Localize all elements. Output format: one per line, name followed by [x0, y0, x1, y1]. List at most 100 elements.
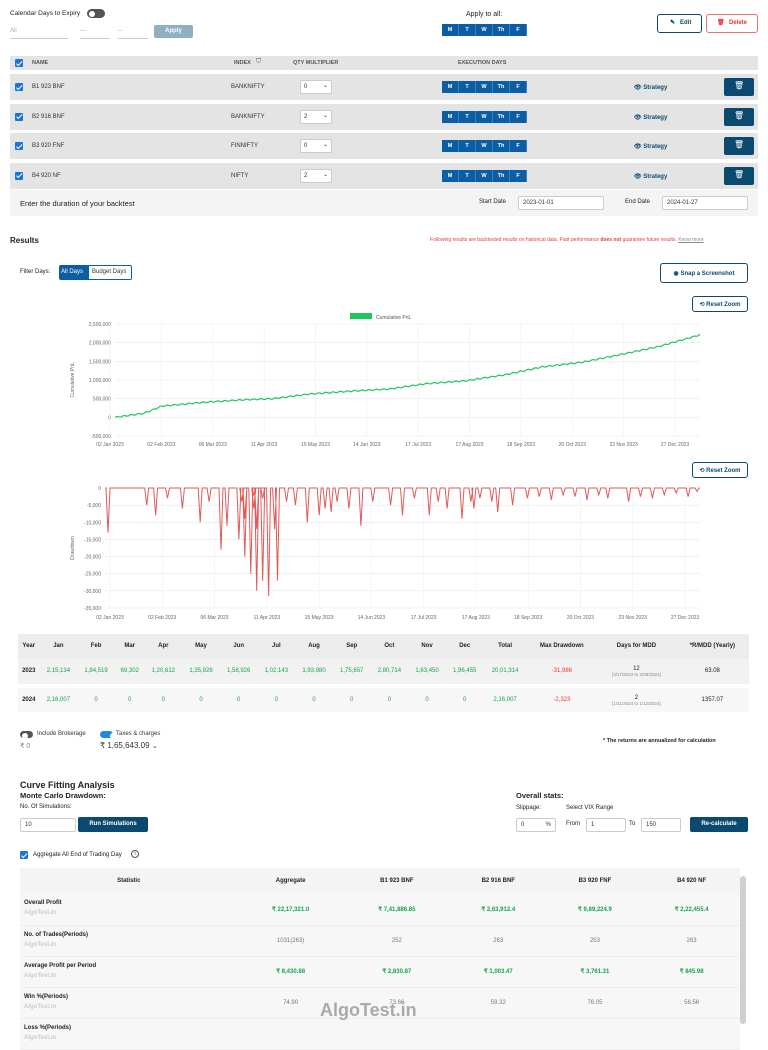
stat-label: Win %(Periods) AlgoTest.in — [20, 987, 238, 1019]
stat-label: Overall Profit AlgoTest.in — [20, 894, 238, 926]
day-th[interactable]: Th — [493, 24, 510, 36]
leg-day[interactable]: T — [459, 110, 476, 123]
leg-day[interactable]: M — [442, 140, 459, 152]
vix-to-input[interactable]: 150 — [641, 818, 681, 832]
leg-day[interactable]: Th — [493, 110, 510, 123]
leg-day[interactable]: W — [476, 169, 493, 182]
taxes-toggle[interactable] — [100, 731, 116, 739]
include-brokerage-toggle[interactable] — [20, 731, 33, 739]
month-cell: 1,96,455 — [445, 658, 484, 688]
leg-day[interactable]: T — [459, 81, 476, 93]
leg-days[interactable]: M T W Th F — [442, 169, 527, 182]
filter-icon[interactable]: ⛉ — [256, 58, 262, 65]
month-cell: 0 — [370, 686, 409, 716]
leg-index: BANKNIFTY — [231, 113, 265, 120]
day-t[interactable]: T — [459, 24, 476, 36]
leg-checkbox[interactable] — [15, 142, 23, 150]
leg-name: B4 920 NF — [32, 172, 61, 179]
slippage-input[interactable]: 0% — [516, 818, 556, 832]
cumulative-pnl-chart[interactable]: Cumulative PnL 2,500,000 2,000,000 1,500,00… — [60, 308, 710, 456]
snap-screenshot-button[interactable]: ◉ Snap a Screenshot — [660, 263, 748, 283]
filter-all-days[interactable]: All Days — [59, 265, 88, 280]
leg-days[interactable]: M T W Th F — [442, 140, 527, 152]
leg-day[interactable]: M — [442, 169, 459, 182]
leg-day[interactable]: F — [510, 169, 527, 182]
run-simulations-button[interactable]: Run Simulations — [78, 817, 148, 832]
x-tick-label: 20 Oct 2023 — [567, 615, 594, 621]
strategy-link[interactable]: 👁 Strategy — [634, 173, 668, 180]
month-cell: 2,16,007 — [39, 686, 78, 716]
aggregate-checkbox[interactable] — [20, 851, 28, 859]
delete-button[interactable]: 🗑 Delete — [706, 14, 758, 33]
simulations-input[interactable]: 10 — [20, 818, 76, 832]
returns-header: Mar — [114, 634, 145, 658]
qty-multiplier[interactable]: 2 ⌄ — [300, 168, 332, 183]
leg-day[interactable]: M — [442, 81, 459, 93]
leg-day[interactable]: W — [476, 140, 493, 152]
leg-delete-button[interactable] — [724, 78, 754, 96]
strategy-link[interactable]: 👁 Strategy — [634, 114, 668, 121]
qty-multiplier[interactable]: 0 ⌄ — [300, 139, 332, 153]
month-cell: 0 — [219, 686, 258, 716]
leg-day[interactable]: Th — [493, 169, 510, 182]
day-m[interactable]: M — [442, 24, 459, 36]
overall-stats-title: Overall stats: — [516, 791, 564, 800]
select-all[interactable]: All — [10, 25, 68, 39]
leg-row: B1 923 BNF BANKNIFTY 0 ⌄ M T W Th F 👁 Strategy — [10, 74, 758, 100]
stat-value: 76.05 — [546, 987, 644, 1019]
filter-budget-days[interactable]: Budget Days — [88, 265, 132, 280]
leg-day[interactable]: F — [510, 110, 527, 123]
leg-day[interactable]: M — [442, 110, 459, 123]
taxes-value[interactable]: ₹ 1,65,643.09 ⌄ — [100, 741, 158, 750]
leg-delete-button[interactable] — [724, 137, 754, 155]
apply-button[interactable]: Apply — [154, 25, 193, 38]
leg-days[interactable]: M T W Th F — [442, 110, 527, 123]
leg-day[interactable]: W — [476, 81, 493, 93]
stat-value: ₹ 3,761.31 — [546, 956, 644, 988]
qty-multiplier[interactable]: 0 ⌄ — [300, 80, 332, 94]
x-tick-label: 02 Jan 2023 — [96, 442, 124, 448]
x-tick-label: 23 Nov 2023 — [619, 615, 648, 621]
y-tick-label: -35,000 — [84, 606, 101, 612]
eye-icon: 👁 — [634, 144, 642, 150]
month-cell: 1,58,926 — [219, 658, 258, 688]
strategy-link[interactable]: 👁 Strategy — [634, 85, 668, 91]
stat-label: Average Profit per Period AlgoTest.in — [20, 956, 238, 988]
select-3[interactable]: -- — [118, 25, 148, 39]
leg-checkbox[interactable] — [15, 171, 23, 180]
know-more-link[interactable]: Know more — [678, 237, 704, 243]
leg-day[interactable]: T — [459, 169, 476, 182]
leg-day[interactable]: F — [510, 140, 527, 152]
day-f[interactable]: F — [510, 24, 527, 36]
mdd-cell: -31,986 — [526, 658, 598, 688]
calendar-days-toggle[interactable] — [87, 9, 105, 18]
leg-day[interactable]: T — [459, 140, 476, 152]
scrollbar[interactable] — [740, 876, 746, 1024]
day-w[interactable]: W — [476, 24, 493, 36]
drawdown-chart[interactable]: 0 -5,000 -10,000 -15,000 -20,000 -25,000 -30,0… — [60, 480, 710, 626]
leg-delete-button[interactable] — [724, 107, 754, 126]
recalculate-button[interactable]: Re-calculate — [690, 817, 748, 832]
leg-checkbox[interactable] — [15, 112, 23, 121]
leg-checkbox[interactable] — [15, 83, 23, 91]
leg-days[interactable]: M T W Th F — [442, 81, 527, 93]
leg-day[interactable]: W — [476, 110, 493, 123]
vix-from-input[interactable]: 1 — [586, 818, 626, 832]
end-date-input[interactable]: 2024-01-27 — [662, 196, 748, 210]
apply-all-days[interactable]: M T W Th F — [442, 24, 527, 36]
leg-day[interactable]: F — [510, 81, 527, 93]
select-all-checkbox[interactable] — [15, 59, 23, 67]
start-date-input[interactable]: 2023-01-01 — [518, 196, 604, 210]
qty-multiplier[interactable]: 2 ⌄ — [300, 109, 332, 124]
reset-zoom-button-1[interactable]: ⟲ Reset Zoom — [692, 296, 748, 312]
info-icon[interactable]: i — [131, 850, 139, 858]
select-2[interactable]: --- — [80, 25, 110, 39]
leg-day[interactable]: Th — [493, 140, 510, 152]
reset-zoom-button-2[interactable]: ⟲ Reset Zoom — [692, 462, 748, 478]
edit-button[interactable]: ✎ Edit — [657, 14, 702, 33]
leg-day[interactable]: Th — [493, 81, 510, 93]
leg-delete-button[interactable] — [724, 166, 754, 185]
month-cell: 2,80,714 — [370, 658, 409, 688]
month-cell: 0 — [77, 686, 115, 716]
strategy-link[interactable]: 👁 Strategy — [634, 144, 668, 150]
